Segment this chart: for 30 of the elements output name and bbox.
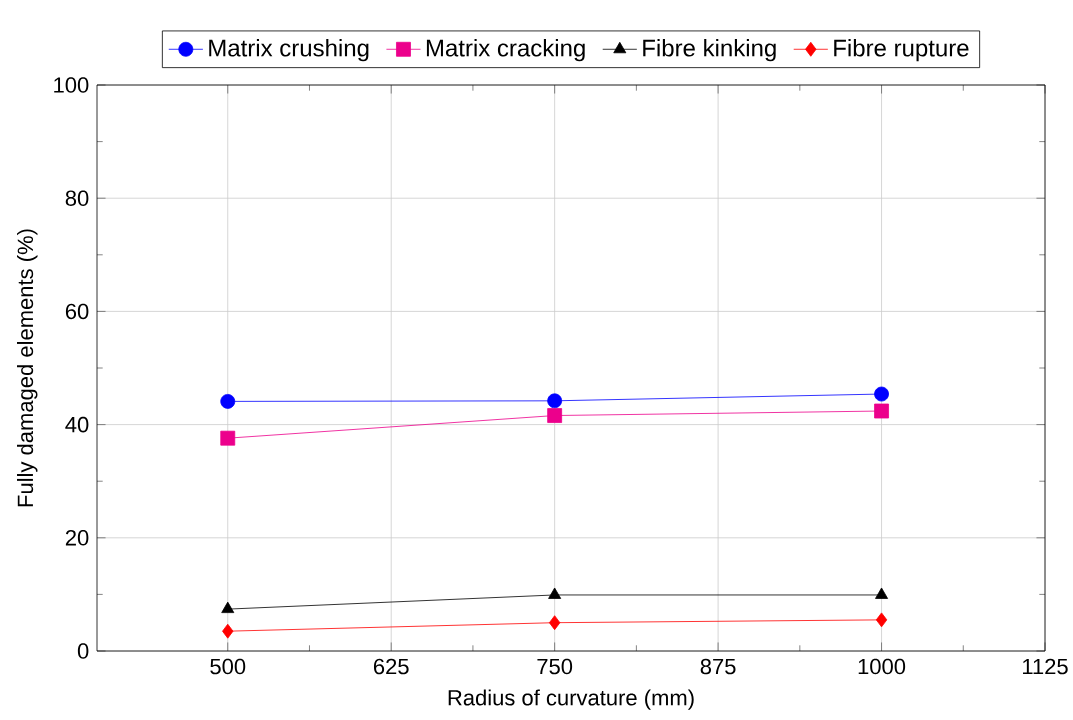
- legend-label: Matrix cracking: [426, 38, 585, 62]
- x-tick-label: 1000: [858, 658, 906, 675]
- point: [220, 430, 236, 446]
- y-tick-label: 60: [65, 303, 89, 320]
- point: [222, 623, 234, 639]
- point: [221, 601, 235, 614]
- y-tick-label: 0: [77, 643, 89, 659]
- legend-label: Fibre rupture: [834, 38, 969, 62]
- y-tick-label: 80: [65, 190, 89, 206]
- y-tick-label: 100: [54, 77, 89, 93]
- point: [547, 408, 563, 423]
- y-tick-label: 20: [65, 530, 89, 546]
- point: [547, 393, 563, 409]
- y-tick-label: 40: [65, 416, 89, 433]
- x-tick-label: 750: [537, 658, 573, 675]
- x-tick-label: 625: [373, 658, 409, 675]
- point: [548, 587, 562, 599]
- point: [549, 615, 561, 631]
- x-tick-label: 500: [210, 658, 246, 675]
- x-tick-label: 875: [700, 658, 736, 675]
- point: [220, 394, 236, 409]
- x-tick-label: 1125: [1023, 658, 1068, 675]
- point: [875, 612, 888, 628]
- point: [874, 403, 889, 419]
- y-axis-title: Fully damaged elements (%): [17, 229, 38, 507]
- point: [875, 587, 889, 599]
- x-axis-title: Radius of curvature (mm): [448, 689, 694, 710]
- legend-label: Matrix crushing: [209, 38, 369, 62]
- legend-label: Fibre kinking: [643, 38, 776, 62]
- point: [874, 386, 889, 402]
